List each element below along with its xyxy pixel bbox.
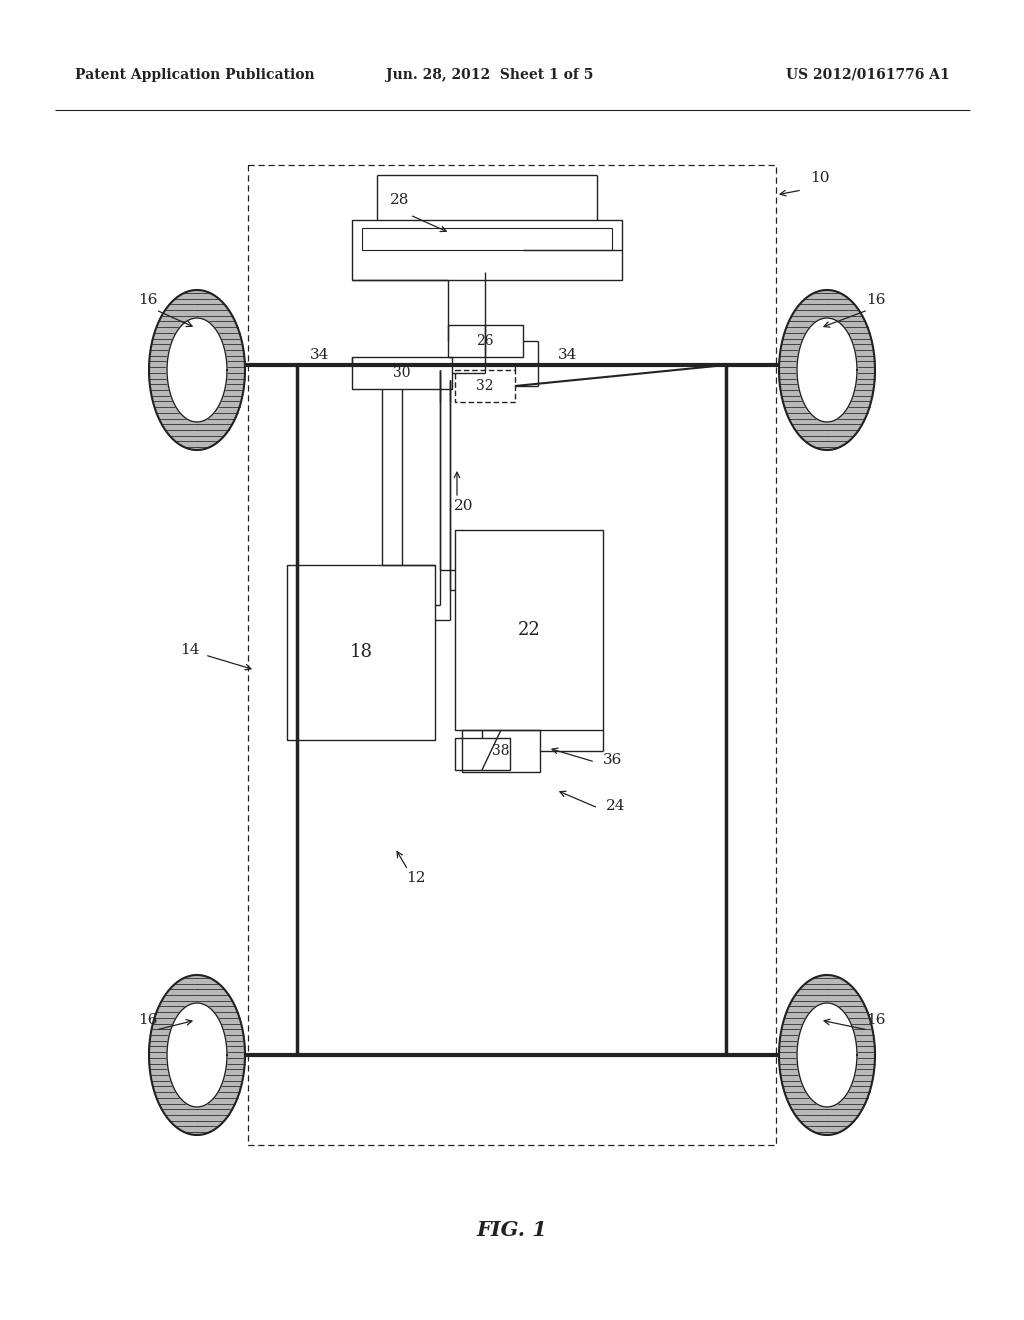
Bar (455, 531, 603, 730)
Polygon shape (150, 975, 245, 1135)
Bar (462, 730, 540, 772)
Bar (449, 325, 523, 356)
Bar (455, 370, 515, 403)
Text: 34: 34 (310, 348, 330, 362)
Text: 12: 12 (407, 871, 426, 884)
Text: 22: 22 (517, 620, 541, 639)
Text: US 2012/0161776 A1: US 2012/0161776 A1 (786, 69, 950, 82)
Text: 30: 30 (393, 366, 411, 380)
Text: 26: 26 (476, 334, 494, 348)
Bar (287, 565, 435, 741)
Text: 16: 16 (866, 293, 886, 308)
Bar (455, 738, 510, 770)
Text: 36: 36 (603, 752, 623, 767)
Polygon shape (797, 318, 857, 422)
Polygon shape (797, 1003, 857, 1107)
Polygon shape (779, 975, 874, 1135)
Text: Patent Application Publication: Patent Application Publication (75, 69, 314, 82)
Polygon shape (779, 290, 874, 450)
Text: Jun. 28, 2012  Sheet 1 of 5: Jun. 28, 2012 Sheet 1 of 5 (386, 69, 594, 82)
Bar (248, 165, 776, 1144)
Text: 16: 16 (138, 293, 158, 308)
Text: 10: 10 (810, 172, 829, 185)
Text: 14: 14 (180, 643, 200, 657)
Text: 38: 38 (493, 744, 510, 758)
Polygon shape (167, 1003, 227, 1107)
Text: 32: 32 (476, 379, 494, 393)
Text: 16: 16 (866, 1012, 886, 1027)
Text: 16: 16 (138, 1012, 158, 1027)
Text: 18: 18 (349, 643, 373, 661)
Bar (352, 356, 452, 389)
Bar (362, 228, 612, 249)
Text: 20: 20 (455, 499, 474, 513)
Polygon shape (150, 290, 245, 450)
Text: 34: 34 (558, 348, 578, 362)
Polygon shape (167, 318, 227, 422)
Text: 24: 24 (606, 799, 626, 813)
Bar (352, 220, 622, 280)
Text: 28: 28 (390, 193, 410, 207)
Text: FIG. 1: FIG. 1 (476, 1220, 548, 1239)
